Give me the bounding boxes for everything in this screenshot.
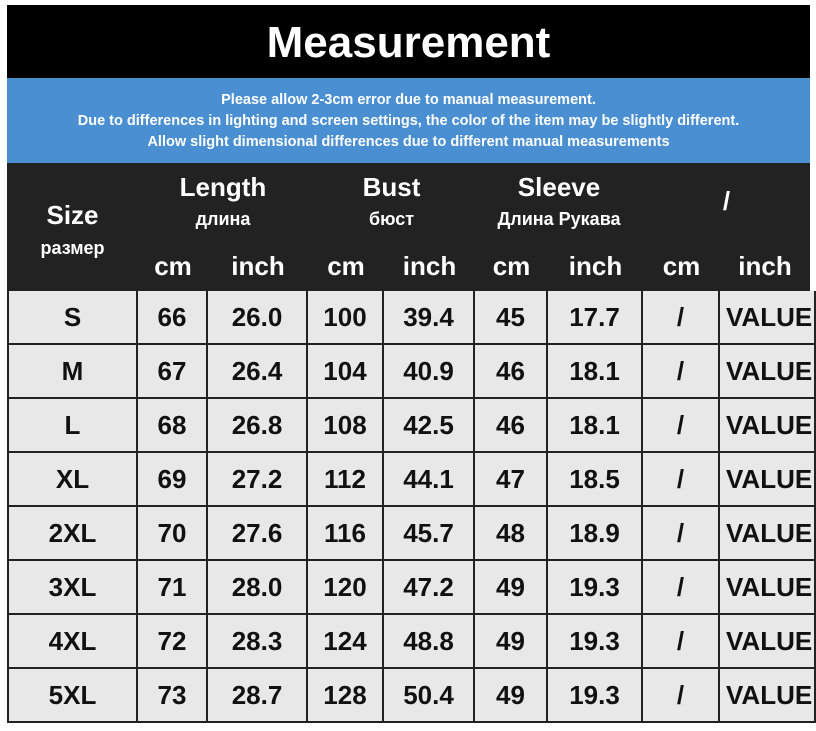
- value-cell: 47: [475, 453, 548, 507]
- value-cell: VALUE: [720, 615, 816, 669]
- value-cell: /: [643, 669, 720, 723]
- value-cell: /: [643, 561, 720, 615]
- size-subheader: размер: [40, 238, 105, 258]
- unit-header: cm: [327, 251, 365, 281]
- unit-header: inch: [402, 251, 457, 281]
- value-cell: 26.0: [208, 291, 308, 345]
- value-cell: 46: [475, 345, 548, 399]
- value-cell: 45.7: [384, 507, 475, 561]
- group-header: Length: [179, 172, 267, 202]
- value-cell: 104: [308, 345, 384, 399]
- value-cell: VALUE: [720, 561, 816, 615]
- value-cell: 28.0: [208, 561, 308, 615]
- value-cell: 18.5: [548, 453, 643, 507]
- value-cell: VALUE: [720, 399, 816, 453]
- value-cell: 50.4: [384, 669, 475, 723]
- title-bar: Measurement: [7, 5, 810, 78]
- size-cell: 4XL: [7, 615, 138, 669]
- value-cell: /: [643, 291, 720, 345]
- notice-line: Due to differences in lighting and scree…: [77, 113, 740, 129]
- unit-header: inch: [568, 251, 623, 281]
- value-cell: VALUE: [720, 345, 816, 399]
- value-cell: 48.8: [384, 615, 475, 669]
- value-cell: 26.4: [208, 345, 308, 399]
- value-cell: 26.8: [208, 399, 308, 453]
- value-cell: /: [643, 615, 720, 669]
- value-cell: VALUE: [720, 507, 816, 561]
- value-cell: 27.2: [208, 453, 308, 507]
- value-cell: 69: [138, 453, 208, 507]
- value-cell: 42.5: [384, 399, 475, 453]
- size-header: Size: [46, 200, 99, 230]
- value-cell: 19.3: [548, 561, 643, 615]
- group-header: /: [722, 186, 731, 216]
- value-cell: 72: [138, 615, 208, 669]
- value-cell: /: [643, 507, 720, 561]
- unit-header: cm: [154, 251, 192, 281]
- value-cell: 46: [475, 399, 548, 453]
- group-header: Bust: [362, 172, 421, 202]
- table-header: [7, 163, 810, 291]
- value-cell: VALUE: [720, 291, 816, 345]
- group-subheader: бюст: [368, 209, 415, 229]
- value-cell: 28.7: [208, 669, 308, 723]
- unit-header: cm: [492, 251, 531, 281]
- size-cell: 5XL: [7, 669, 138, 723]
- value-cell: 18.1: [548, 345, 643, 399]
- value-cell: 49: [475, 615, 548, 669]
- value-cell: 45: [475, 291, 548, 345]
- value-cell: /: [643, 345, 720, 399]
- value-cell: 100: [308, 291, 384, 345]
- value-cell: VALUE: [720, 669, 816, 723]
- value-cell: 120: [308, 561, 384, 615]
- value-cell: 49: [475, 561, 548, 615]
- notice-band: Please allow 2-3cm error due to manual m…: [7, 78, 810, 163]
- value-cell: 47.2: [384, 561, 475, 615]
- title: Measurement: [266, 18, 551, 67]
- value-cell: 39.4: [384, 291, 475, 345]
- unit-header: inch: [738, 251, 792, 281]
- size-cell: 2XL: [7, 507, 138, 561]
- value-cell: 73: [138, 669, 208, 723]
- unit-header: inch: [231, 251, 285, 281]
- value-cell: /: [643, 453, 720, 507]
- size-cell: M: [7, 345, 138, 399]
- value-cell: 67: [138, 345, 208, 399]
- value-cell: 19.3: [548, 669, 643, 723]
- size-cell: XL: [7, 453, 138, 507]
- group-subheader: Длина Рукава: [497, 209, 621, 229]
- group-subheader: длина: [195, 209, 251, 229]
- value-cell: 18.1: [548, 399, 643, 453]
- value-cell: 48: [475, 507, 548, 561]
- value-cell: VALUE: [720, 453, 816, 507]
- group-header: Sleeve: [517, 172, 601, 202]
- value-cell: 18.9: [548, 507, 643, 561]
- value-cell: 71: [138, 561, 208, 615]
- value-cell: 17.7: [548, 291, 643, 345]
- size-cell: S: [7, 291, 138, 345]
- value-cell: 28.3: [208, 615, 308, 669]
- value-cell: 27.6: [208, 507, 308, 561]
- value-cell: 44.1: [384, 453, 475, 507]
- size-cell: 3XL: [7, 561, 138, 615]
- notice-line: Please allow 2-3cm error due to manual m…: [221, 92, 596, 108]
- value-cell: 40.9: [384, 345, 475, 399]
- value-cell: 112: [308, 453, 384, 507]
- value-cell: 66: [138, 291, 208, 345]
- unit-header: cm: [662, 251, 701, 281]
- value-cell: 19.3: [548, 615, 643, 669]
- size-cell: L: [7, 399, 138, 453]
- value-cell: 128: [308, 669, 384, 723]
- notice-line: Allow slight dimensional differences due…: [147, 134, 670, 150]
- value-cell: 68: [138, 399, 208, 453]
- value-cell: 124: [308, 615, 384, 669]
- value-cell: 108: [308, 399, 384, 453]
- value-cell: 116: [308, 507, 384, 561]
- value-cell: /: [643, 399, 720, 453]
- value-cell: 70: [138, 507, 208, 561]
- value-cell: 49: [475, 669, 548, 723]
